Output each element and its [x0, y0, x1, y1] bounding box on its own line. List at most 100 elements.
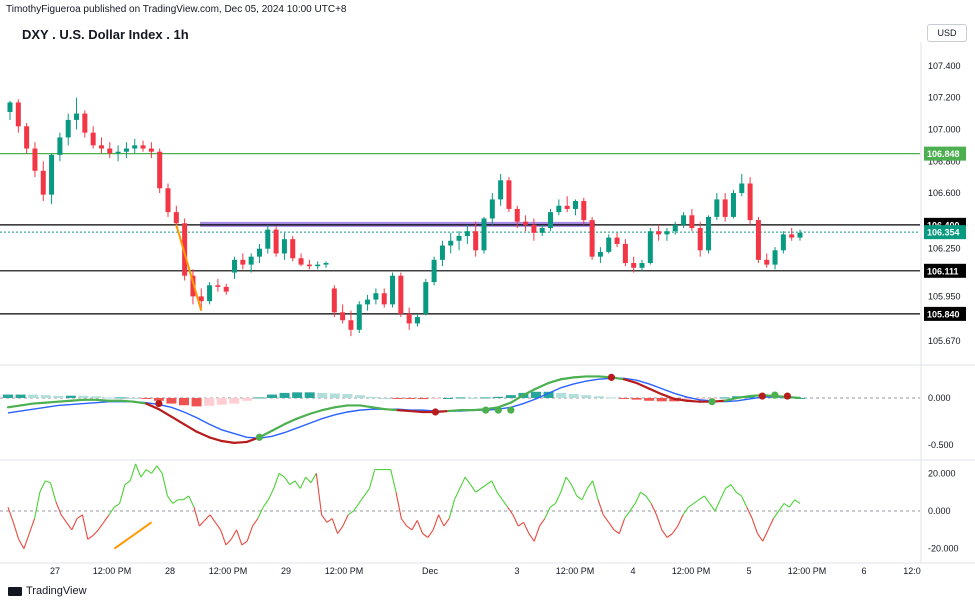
candle-body	[24, 126, 30, 149]
candle-body	[473, 231, 479, 251]
momentum-segment	[262, 499, 269, 508]
candle-body	[456, 235, 462, 241]
histogram-bar	[28, 394, 39, 398]
momentum-segment	[12, 522, 20, 540]
momentum-segment	[241, 540, 248, 546]
time-tick-label: 12:00 PM	[325, 566, 364, 576]
candle-body	[340, 312, 346, 321]
histogram-bar	[191, 397, 202, 407]
momentum-segment	[464, 476, 471, 485]
histogram-bar	[455, 397, 466, 399]
candle-body	[539, 228, 545, 233]
momentum-segment	[368, 469, 376, 489]
momentum-segment	[390, 469, 397, 493]
cross-dot	[607, 373, 616, 381]
momentum-segment	[475, 487, 482, 493]
candle-body	[631, 263, 637, 268]
fast-line-segment	[409, 409, 424, 414]
candle-body	[115, 151, 121, 154]
histogram-bar	[656, 397, 667, 402]
momentum-segment	[395, 492, 402, 519]
fast-line-segment	[384, 408, 399, 412]
histogram-bar	[493, 396, 504, 398]
tradingview-logo[interactable]: TradingView	[8, 585, 87, 597]
histogram-bar	[317, 392, 328, 398]
histogram-bar	[480, 397, 491, 399]
candle-body	[464, 231, 470, 236]
momentum-segment	[342, 514, 349, 527]
candle-body	[390, 275, 396, 305]
fast-line-segment	[648, 387, 663, 396]
momentum-segment	[18, 538, 25, 549]
price-tick-label: 105.950	[928, 291, 961, 301]
fast-line-segment	[509, 394, 525, 404]
momentum-segment	[406, 525, 413, 531]
histogram-bar	[593, 396, 604, 398]
histogram-bar	[166, 397, 177, 404]
time-tick-label: 12:00 PM	[556, 566, 595, 576]
candle-body	[514, 208, 520, 222]
histogram-bar	[342, 394, 353, 398]
candle-body	[173, 212, 179, 224]
momentum-segment	[640, 491, 647, 497]
momentum-segment	[618, 518, 626, 534]
momentum-segment	[34, 492, 41, 519]
candle-body	[672, 224, 678, 232]
momentum-segment	[305, 476, 312, 484]
histogram-bar	[267, 394, 277, 398]
momentum-tick-label: 20.000	[928, 468, 956, 478]
cross-dot	[494, 406, 502, 414]
histogram-bar	[229, 397, 240, 404]
momentum-segment	[337, 525, 344, 534]
fast-line-segment	[120, 399, 135, 403]
histogram-bar	[292, 392, 303, 398]
momentum-segment	[321, 514, 328, 523]
candle-body	[697, 228, 703, 251]
osc-tick-label: 0.000	[928, 393, 951, 403]
momentum-segment	[772, 510, 780, 519]
fast-line-segment	[446, 409, 462, 413]
momentum-segment	[778, 503, 785, 512]
candle-body	[647, 231, 653, 264]
momentum-segment	[523, 522, 530, 534]
symbol-title[interactable]: DXY . U.S. Dollar Index . 1h	[22, 27, 189, 42]
momentum-segment	[145, 469, 152, 474]
candle-body	[32, 148, 38, 171]
momentum-segment	[602, 514, 610, 523]
momentum-segment	[294, 480, 301, 489]
momentum-segment	[443, 518, 450, 527]
momentum-segment	[45, 480, 51, 484]
momentum-segment	[677, 514, 684, 527]
histogram-bar	[694, 397, 705, 400]
histogram-bar	[644, 397, 655, 401]
candle-body	[431, 259, 437, 283]
candle-body	[656, 231, 662, 235]
currency-button[interactable]: USD	[927, 24, 967, 42]
momentum-segment	[183, 495, 190, 501]
histogram-bar	[304, 392, 315, 398]
momentum-segment	[491, 480, 498, 493]
momentum-segment	[97, 521, 105, 531]
level-tag	[924, 225, 966, 240]
fast-line-segment	[283, 417, 299, 426]
momentum-segment	[167, 495, 174, 504]
time-tick-label: 12:00 PM	[788, 566, 827, 576]
candle-body	[414, 317, 420, 324]
momentum-segment	[682, 506, 689, 516]
momentum-segment	[539, 518, 546, 527]
price-tick-label: 107.400	[928, 61, 961, 71]
momentum-segment	[757, 533, 764, 542]
momentum-segment	[469, 484, 477, 493]
time-tick-label: 3	[514, 566, 519, 576]
publisher-caption: TimothyFigueroa published on TradingView…	[6, 4, 347, 15]
momentum-segment	[273, 473, 280, 489]
candle-body	[639, 263, 645, 268]
candle-body	[348, 320, 354, 330]
momentum-segment	[565, 476, 572, 485]
price-tick-label: 105.670	[928, 336, 961, 346]
candle-body	[572, 201, 578, 209]
fast-line-segment	[270, 423, 286, 432]
momentum-segment	[719, 488, 727, 500]
momentum-segment	[87, 535, 94, 540]
